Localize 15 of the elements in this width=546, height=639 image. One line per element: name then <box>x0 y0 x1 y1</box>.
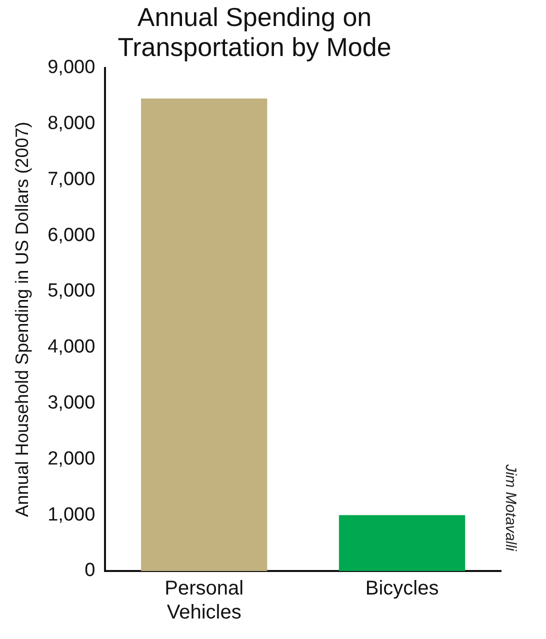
y-tick-label: 8,000 <box>48 112 96 134</box>
y-axis-title: Annual Household Spending in US Dollars (2007) <box>12 122 32 518</box>
y-tick-label: 3,000 <box>48 392 96 414</box>
y-tick-label: 5,000 <box>48 280 96 302</box>
text: Jim Motavalli <box>502 463 519 552</box>
x-tick-label: Bicycles <box>365 578 439 600</box>
y-tick-label: 4,000 <box>48 336 96 358</box>
chart-title: Annual Spending on Transportation by Mode <box>118 2 392 62</box>
y-tick-label: 9,000 <box>48 57 96 78</box>
x-tick-label: Personal Vehicles <box>164 578 244 624</box>
y-tick-label: 1,000 <box>48 504 96 526</box>
y-tick-label: 0 <box>84 560 96 582</box>
y-tick-label: 6,000 <box>48 224 96 246</box>
y-tick-label: 7,000 <box>48 168 96 190</box>
y-tick-label: 2,000 <box>48 448 96 470</box>
